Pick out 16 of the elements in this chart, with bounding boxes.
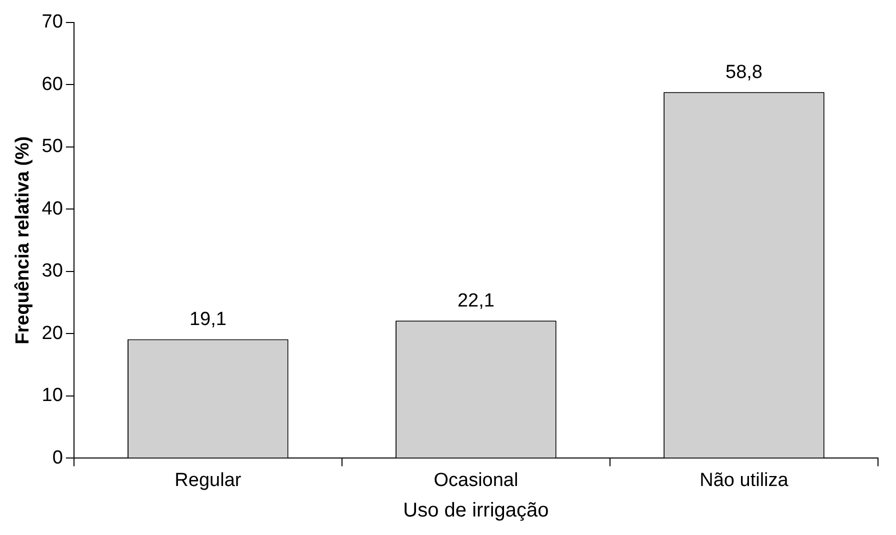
y-tick-label: 60 xyxy=(42,74,63,95)
y-tick-label: 30 xyxy=(42,260,63,282)
y-tick-label: 40 xyxy=(42,198,63,220)
y-tick-label: 70 xyxy=(42,12,63,33)
y-tick-label: 0 xyxy=(52,447,63,468)
data-label: 58,8 xyxy=(725,62,762,83)
y-tick-label: 10 xyxy=(42,385,63,406)
y-tick-label: 50 xyxy=(42,136,63,158)
x-tick-label: Não utiliza xyxy=(700,470,789,491)
data-label: 19,1 xyxy=(189,309,226,330)
x-tick-label: Ocasional xyxy=(434,470,518,491)
y-axis-title: Frequência relativa (%) xyxy=(12,136,34,344)
x-axis-title: Uso de irrigação xyxy=(403,500,549,522)
x-tick-label: Regular xyxy=(174,470,242,491)
y-tick-label: 20 xyxy=(42,322,63,344)
data-label: 22,1 xyxy=(457,290,494,312)
